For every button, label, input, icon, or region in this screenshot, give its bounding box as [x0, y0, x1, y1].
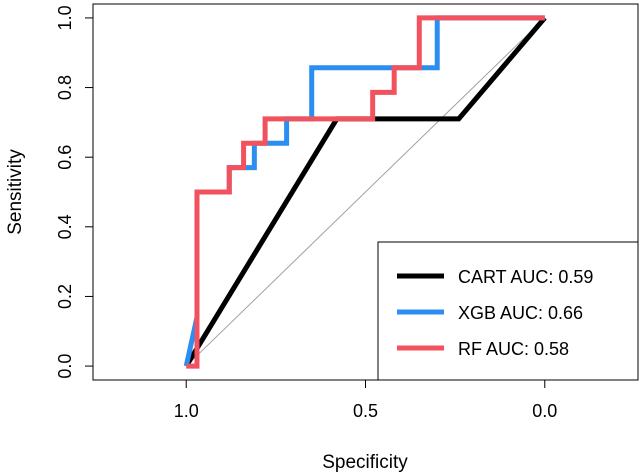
y-tick-label: 0.0 [55, 354, 75, 379]
y-axis-title: Sensitivity [5, 149, 26, 235]
reference-diagonal-line [185, 17, 546, 367]
x-axis: 1.0 0.5 0.0 [174, 379, 557, 421]
legend-label-cart: CART AUC: 0.59 [458, 267, 593, 287]
reference-layer [185, 17, 546, 367]
y-tick-label: 0.2 [55, 284, 75, 309]
y-tick-label: 0.8 [55, 75, 75, 100]
series-line-cart [184, 16, 547, 368]
y-axis: 0.0 0.2 0.4 0.6 0.8 1.0 [55, 5, 94, 379]
y-tick-label: 0.6 [55, 145, 75, 170]
legend-label-xgb: XGB AUC: 0.66 [458, 303, 583, 323]
series-layer [183, 15, 547, 369]
legend-label-rf: RF AUC: 0.58 [458, 339, 569, 359]
x-axis-title: Specificity [322, 452, 408, 473]
x-tick-label: 1.0 [174, 401, 199, 421]
x-tick-label: 0.0 [532, 401, 557, 421]
series-line-rf [186, 15, 545, 369]
y-tick-label: 1.0 [55, 5, 75, 30]
legend: CART AUC: 0.59 XGB AUC: 0.66 RF AUC: 0.5… [377, 241, 639, 381]
y-tick-label: 0.4 [55, 214, 75, 239]
x-tick-label: 0.5 [353, 401, 378, 421]
